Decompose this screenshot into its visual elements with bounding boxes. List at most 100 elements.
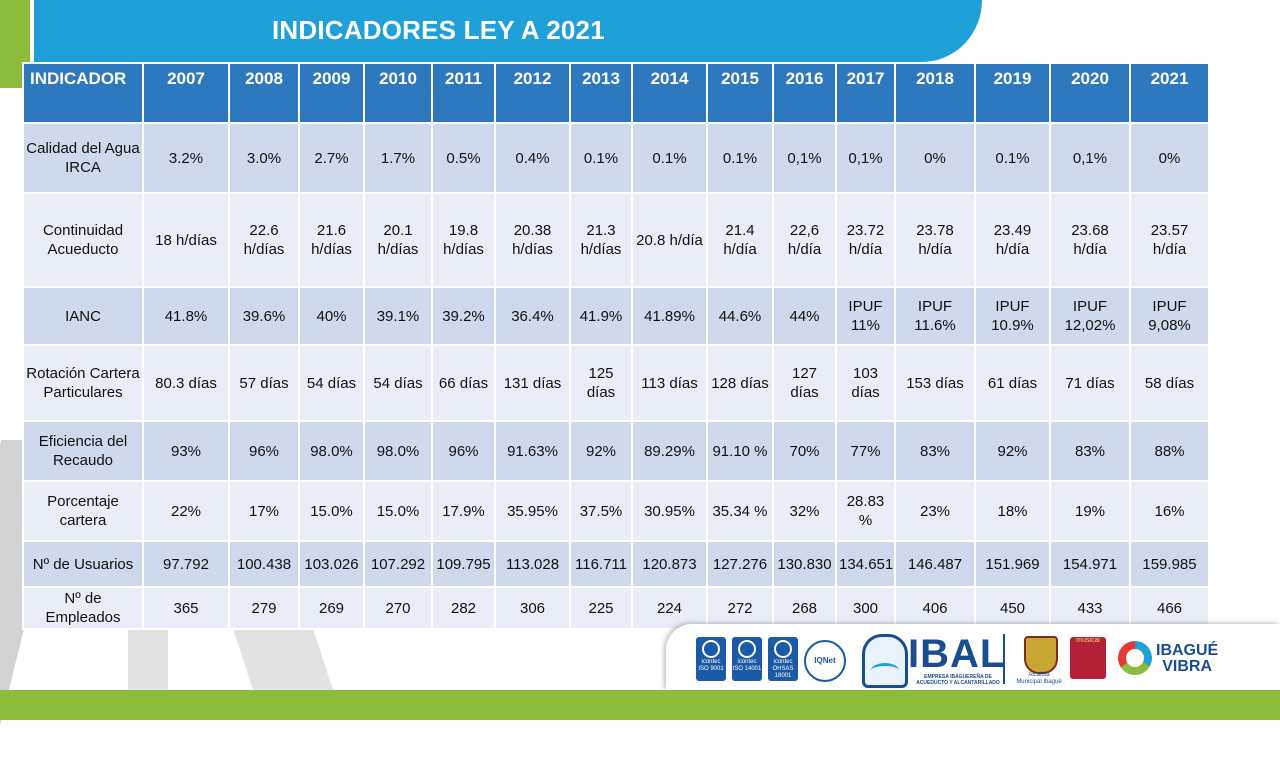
table-cell: 17%: [228, 480, 300, 542]
row-label: Nº de Empleados: [22, 586, 144, 630]
row-label: IANC: [22, 286, 144, 346]
table-cell: 21.3 h/días: [569, 192, 633, 288]
row-label: Porcentaje cartera: [22, 480, 144, 542]
table-cell: 36.4%: [494, 286, 571, 346]
table-cell: 103.026: [298, 540, 365, 588]
table-cell: 39.6%: [228, 286, 300, 346]
table-cell: 88%: [1129, 420, 1210, 482]
table-cell: 1.7%: [363, 122, 433, 194]
table-cell: 153 días: [894, 344, 976, 422]
table-cell: 71 días: [1049, 344, 1131, 422]
table-cell: 134.651: [835, 540, 896, 588]
ibal-logo-text: IBAL: [908, 632, 1006, 676]
table-row: Rotación Cartera Particulares 80.3 días 57…: [22, 344, 1210, 422]
table-cell: 23.78 h/día: [894, 192, 976, 288]
table-cell: 0,1%: [772, 122, 837, 194]
table-cell: 406: [894, 586, 976, 630]
table-cell: 83%: [894, 420, 976, 482]
table-cell: 54 días: [363, 344, 433, 422]
table-cell: 28.83 %: [835, 480, 896, 542]
table-cell: 98.0%: [363, 420, 433, 482]
table-row: Continuidad Acueducto 18 h/días 22.6 h/día…: [22, 192, 1210, 288]
table-cell: 0.1%: [706, 122, 774, 194]
header-year: 2009: [298, 62, 365, 124]
table-cell: 15.0%: [363, 480, 433, 542]
header-year: 2018: [894, 62, 976, 124]
table-cell: 2.7%: [298, 122, 365, 194]
alcaldia-caption: Alcaldía Municipal Ibagué: [1016, 672, 1062, 685]
table-cell: 41.9%: [569, 286, 633, 346]
table-row: Eficiencia del Recaudo 93% 96% 98.0% 98.0% 96…: [22, 420, 1210, 482]
table-cell: 131 días: [494, 344, 571, 422]
table-cell: 450: [974, 586, 1051, 630]
row-label: Calidad del Agua IRCA: [22, 122, 144, 194]
table-row: Nº de Empleados 365 279 269 270 282 306 225 224 2…: [22, 586, 1210, 630]
table-cell: 97.792: [142, 540, 230, 588]
table-cell: 109.795: [431, 540, 496, 588]
header-year: 2014: [631, 62, 708, 124]
table-cell: 41.8%: [142, 286, 230, 346]
table-cell: 225: [569, 586, 633, 630]
table-cell: 66 días: [431, 344, 496, 422]
table-row: Nº de Usuarios 97.792 100.438 103.026 107.29…: [22, 540, 1210, 588]
table-cell: 128 días: [706, 344, 774, 422]
table-cell: 89.29%: [631, 420, 708, 482]
table-cell: 54 días: [298, 344, 365, 422]
table-row: IANC 41.8% 39.6% 40% 39.1% 39.2% 36.4% 41.9% 41.…: [22, 286, 1210, 346]
table-cell: 113.028: [494, 540, 571, 588]
table-cell: 125 días: [569, 344, 633, 422]
table-cell: 16%: [1129, 480, 1210, 542]
ibague-shield-icon: [1024, 636, 1058, 674]
logos-bar: icontec ISO 9001 icontec ISO 14001 icont…: [690, 632, 1270, 688]
table-cell: 0,1%: [835, 122, 896, 194]
table-cell: 39.2%: [431, 286, 496, 346]
table-cell: 103 días: [835, 344, 896, 422]
table-cell: 113 días: [631, 344, 708, 422]
table-cell: 127 días: [772, 344, 837, 422]
table-cell: 282: [431, 586, 496, 630]
table-cell: 0%: [894, 122, 976, 194]
ibal-subtitle: EMPRESA IBAGUEREÑA DE ACUEDUCTO Y ALCANT…: [916, 674, 1000, 686]
table-cell: 151.969: [974, 540, 1051, 588]
ibal-emblem-icon: [862, 634, 908, 688]
ibague-vibra-icon: [1118, 641, 1152, 675]
table-cell: 306: [494, 586, 571, 630]
table-row: Porcentaje cartera 22% 17% 15.0% 15.0% 17.9% 3…: [22, 480, 1210, 542]
iqnet-logo: IQNet: [804, 640, 846, 682]
header-year: 2020: [1049, 62, 1131, 124]
table-cell: 80.3 días: [142, 344, 230, 422]
header-year: 2012: [494, 62, 571, 124]
table-cell: 30.95%: [631, 480, 708, 542]
table-cell: 41.89%: [631, 286, 708, 346]
table-cell: IPUF 11%: [835, 286, 896, 346]
table-cell: IPUF 12,02%: [1049, 286, 1131, 346]
musical-logo: musical: [1070, 637, 1106, 679]
table-cell: 91.10 %: [706, 420, 774, 482]
header-year: 2021: [1129, 62, 1210, 124]
table-cell: 3.0%: [228, 122, 300, 194]
table-cell: 107.292: [363, 540, 433, 588]
header-year: 2008: [228, 62, 300, 124]
table-cell: 100.438: [228, 540, 300, 588]
table-cell: 19.8 h/días: [431, 192, 496, 288]
table-cell: 37.5%: [569, 480, 633, 542]
header-indicador: INDICADOR: [22, 62, 144, 124]
header-year: 2010: [363, 62, 433, 124]
slide-title: INDICADORES LEY A 2021: [272, 15, 605, 45]
indicators-table: INDICADOR 2007 2008 2009 2010 2011 2012 2013 20…: [22, 62, 1210, 630]
table-cell: 466: [1129, 586, 1210, 630]
table-cell: 44.6%: [706, 286, 774, 346]
table-cell: 0%: [1129, 122, 1210, 194]
table-cell: 433: [1049, 586, 1131, 630]
header-year: 2007: [142, 62, 230, 124]
table-cell: 23.72 h/día: [835, 192, 896, 288]
table-cell: 91.63%: [494, 420, 571, 482]
table-cell: 70%: [772, 420, 837, 482]
table-cell: 0.1%: [974, 122, 1051, 194]
row-label: Continuidad Acueducto: [22, 192, 144, 288]
table-cell: 20.38 h/días: [494, 192, 571, 288]
table-cell: 92%: [569, 420, 633, 482]
table-cell: 159.985: [1129, 540, 1210, 588]
header-year: 2011: [431, 62, 496, 124]
table-cell: 365: [142, 586, 230, 630]
